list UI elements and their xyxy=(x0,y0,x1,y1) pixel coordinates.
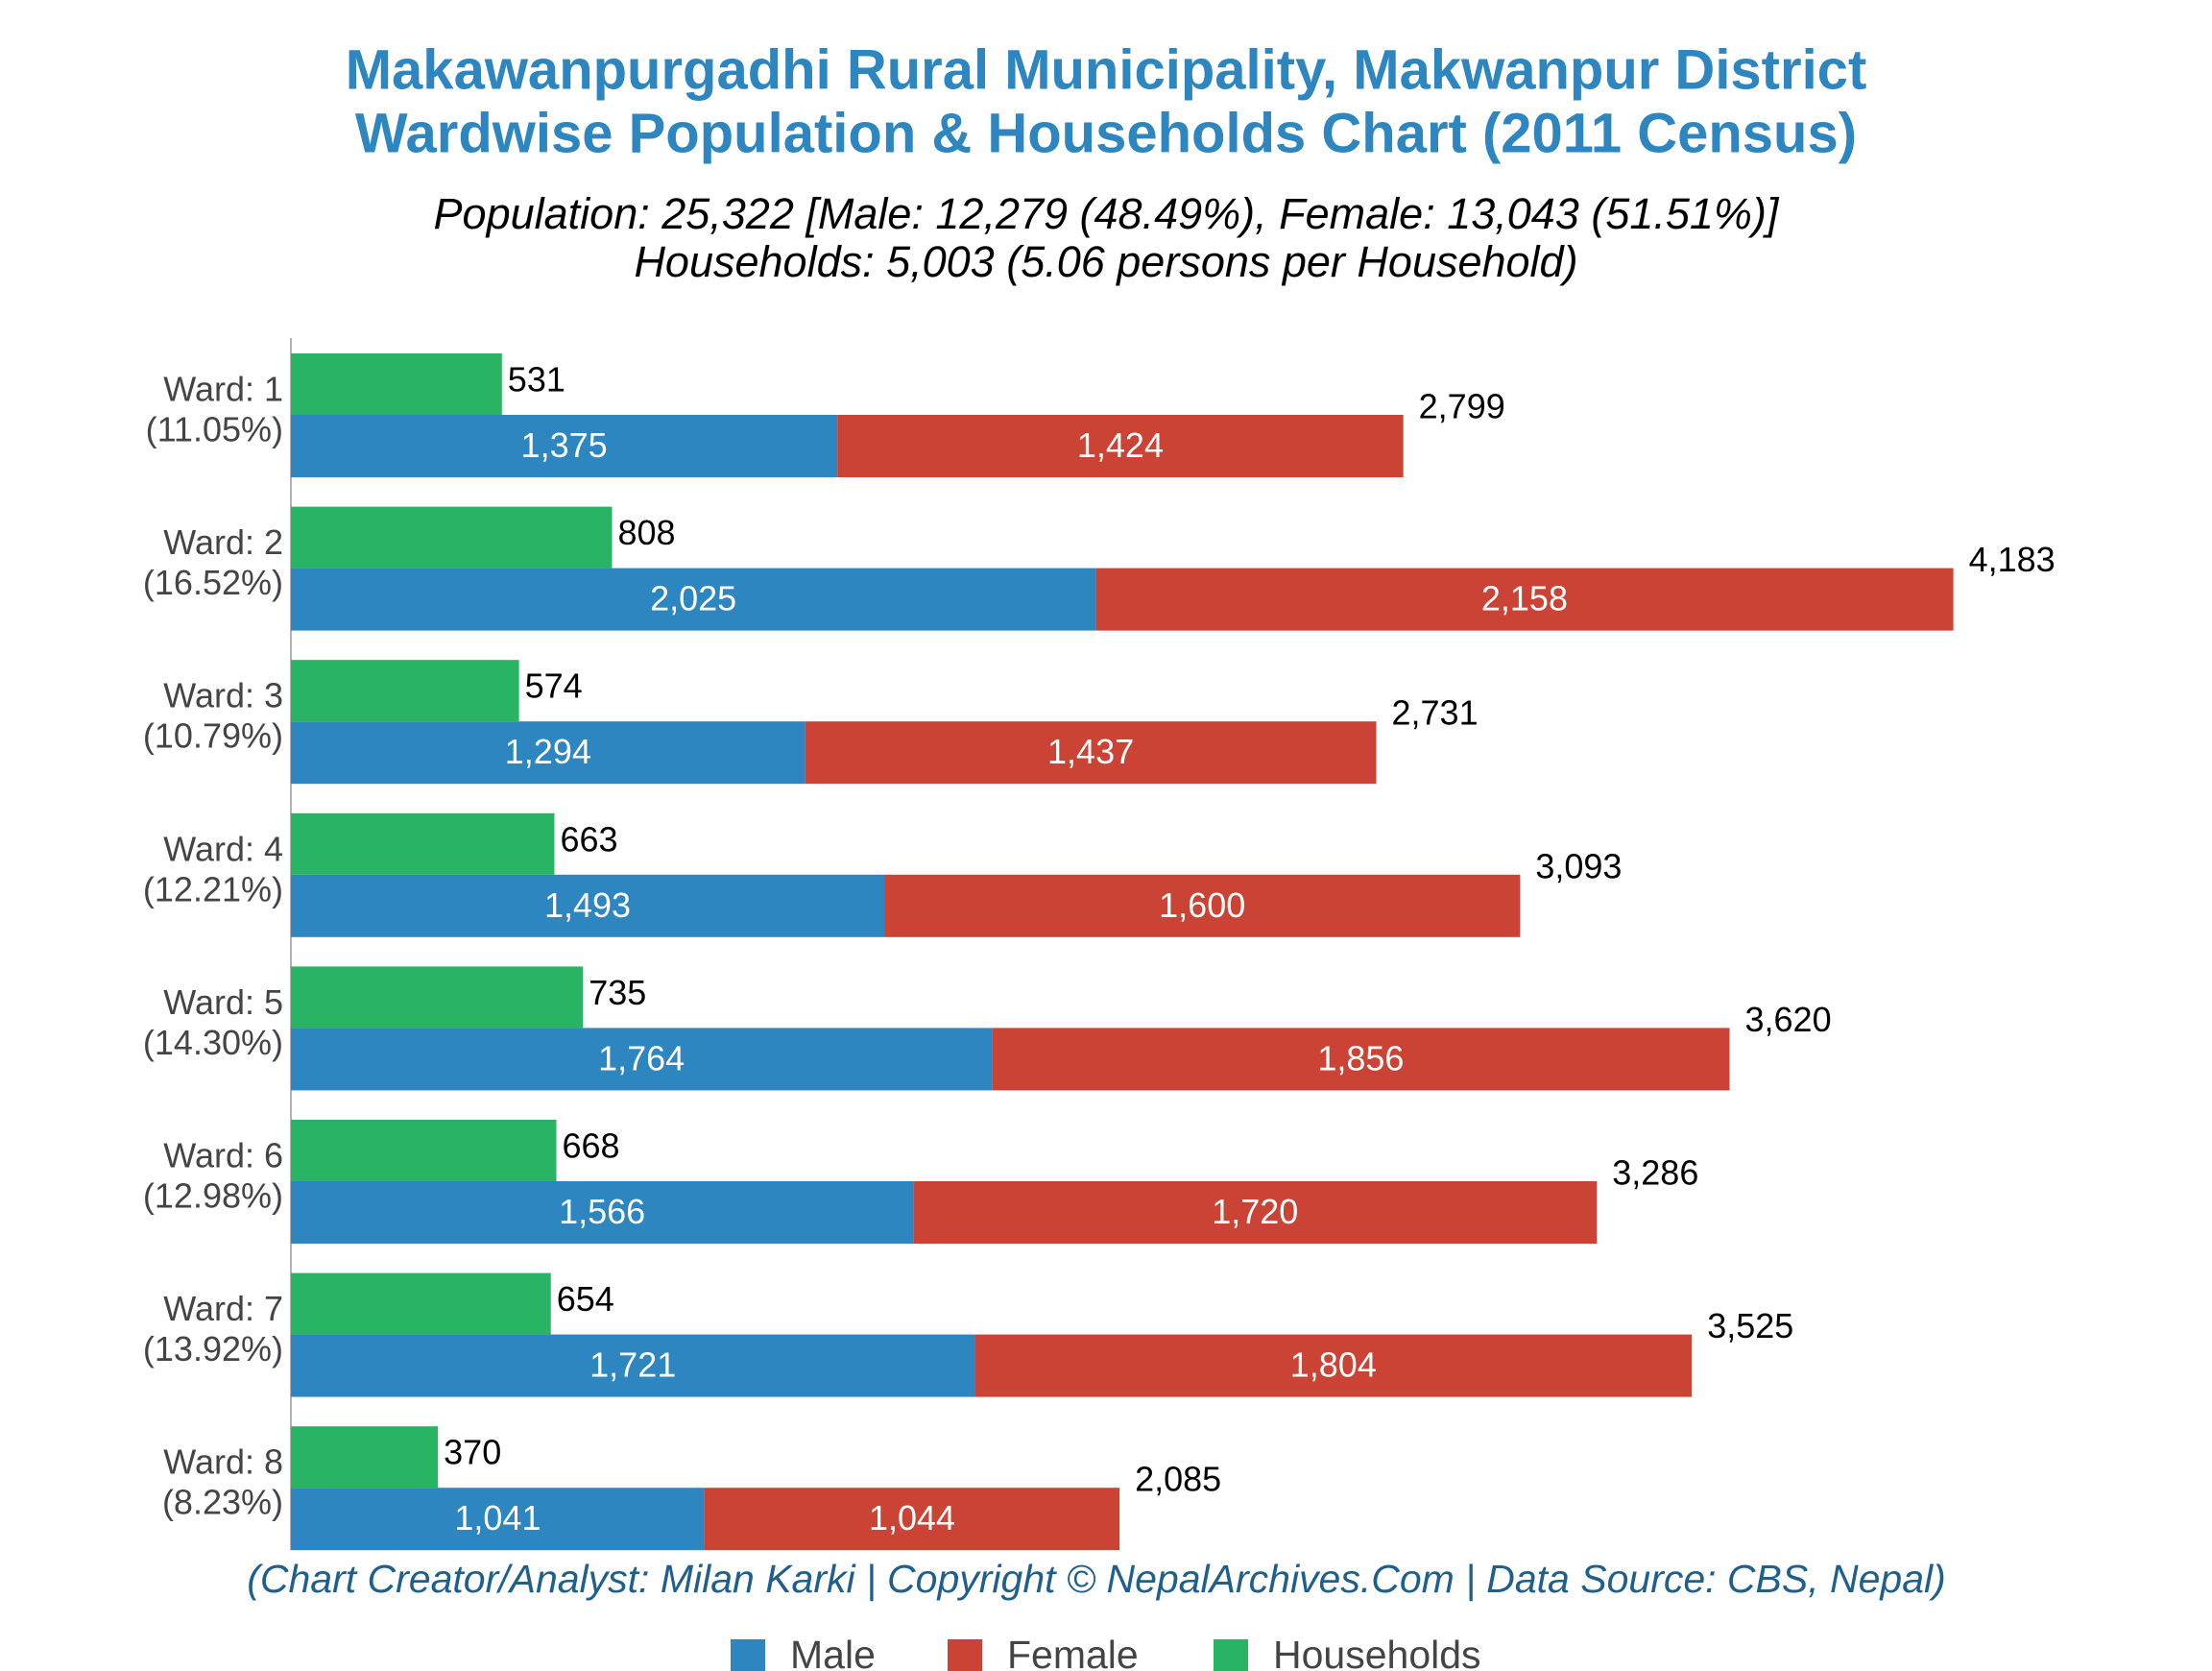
value-label: 654 xyxy=(557,1279,614,1319)
population-bar xyxy=(291,415,838,477)
population-bar xyxy=(291,1181,914,1244)
y-tick-label: (14.30%) xyxy=(143,1023,283,1062)
value-label: 2,158 xyxy=(1481,579,1568,618)
households-bar xyxy=(291,660,519,722)
population-bar xyxy=(291,1488,705,1551)
households-bar xyxy=(291,1272,551,1335)
legend-swatch xyxy=(1214,1639,1248,1671)
y-tick-label: (13.92%) xyxy=(143,1329,283,1368)
legend-label: Female xyxy=(1007,1633,1139,1671)
population-bar xyxy=(974,1334,1693,1397)
y-tick-label: (12.98%) xyxy=(143,1176,283,1216)
value-label: 531 xyxy=(508,360,565,400)
legend-label: Male xyxy=(790,1633,876,1671)
y-tick-label: (16.52%) xyxy=(143,563,283,602)
total-label: 3,286 xyxy=(1612,1153,1698,1193)
population-bar xyxy=(291,1334,975,1397)
value-label: 1,375 xyxy=(521,425,608,465)
total-label: 3,093 xyxy=(1535,846,1622,885)
footer-note: (Chart Creator/Analyst: Milan Karki | Co… xyxy=(247,1557,1946,1601)
value-label: 1,600 xyxy=(1159,885,1245,925)
y-tick-label: Ward: 3 xyxy=(163,676,283,715)
value-label: 1,764 xyxy=(598,1038,685,1078)
population-bar xyxy=(291,874,885,937)
value-label: 1,493 xyxy=(544,885,631,925)
value-label: 1,424 xyxy=(1077,425,1164,465)
y-tick-label: Ward: 4 xyxy=(163,829,283,868)
value-label: 2,025 xyxy=(650,579,736,618)
value-label: 1,566 xyxy=(559,1192,645,1231)
y-tick-label: (8.23%) xyxy=(162,1483,283,1522)
chart-title: Wardwise Population & Households Chart (… xyxy=(355,102,1857,164)
population-bar xyxy=(291,568,1096,631)
population-bar xyxy=(805,721,1377,785)
population-bar xyxy=(291,721,805,785)
value-label: 1,804 xyxy=(1290,1345,1377,1385)
total-label: 2,085 xyxy=(1135,1460,1221,1499)
value-label: 1,720 xyxy=(1212,1192,1298,1231)
value-label: 1,041 xyxy=(454,1498,541,1538)
y-tick-label: Ward: 8 xyxy=(163,1442,283,1482)
y-tick-label: Ward: 7 xyxy=(163,1289,283,1328)
population-bar xyxy=(1095,568,1954,631)
households-bar xyxy=(291,353,502,415)
population-bar xyxy=(704,1488,1120,1551)
chart-subtitle: Population: 25,322 [Male: 12,279 (48.49%… xyxy=(434,189,1780,238)
households-bar xyxy=(291,1426,439,1489)
value-label: 808 xyxy=(617,513,675,552)
population-bar xyxy=(291,1028,993,1091)
population-bar xyxy=(992,1028,1730,1091)
value-label: 1,721 xyxy=(589,1345,676,1385)
households-bar xyxy=(291,966,584,1029)
value-label: 668 xyxy=(563,1126,620,1166)
chart-subtitle: Households: 5,003 (5.06 persons per Hous… xyxy=(634,237,1577,286)
value-label: 663 xyxy=(560,819,617,859)
value-label: 1,437 xyxy=(1047,732,1134,771)
value-label: 735 xyxy=(589,973,646,1012)
y-tick-label: Ward: 6 xyxy=(163,1136,283,1175)
y-tick-label: Ward: 5 xyxy=(163,982,283,1022)
total-label: 2,731 xyxy=(1392,693,1479,733)
households-bar xyxy=(291,812,555,875)
y-tick-label: (10.79%) xyxy=(143,716,283,756)
total-label: 4,183 xyxy=(1969,540,2056,579)
population-bar xyxy=(913,1181,1598,1244)
population-bar xyxy=(884,874,1521,937)
y-tick-label: Ward: 1 xyxy=(163,370,283,409)
y-tick-label: Ward: 2 xyxy=(163,522,283,562)
total-label: 2,799 xyxy=(1419,387,1505,426)
households-bar xyxy=(291,506,613,569)
population-bar xyxy=(837,415,1404,477)
value-label: 1,856 xyxy=(1317,1038,1404,1078)
total-label: 3,525 xyxy=(1707,1306,1793,1345)
value-label: 574 xyxy=(525,666,583,706)
households-bar xyxy=(291,1120,557,1181)
y-tick-label: (11.05%) xyxy=(146,410,283,449)
value-label: 1,044 xyxy=(869,1498,955,1538)
value-label: 1,294 xyxy=(505,732,591,771)
value-label: 370 xyxy=(444,1433,501,1472)
legend-label: Households xyxy=(1273,1633,1481,1671)
total-label: 3,620 xyxy=(1745,1000,1832,1039)
legend-swatch xyxy=(731,1639,765,1671)
legend-swatch xyxy=(948,1639,982,1671)
y-tick-label: (12.21%) xyxy=(143,869,283,908)
chart-title: Makawanpurgadhi Rural Municipality, Makw… xyxy=(346,38,1867,101)
